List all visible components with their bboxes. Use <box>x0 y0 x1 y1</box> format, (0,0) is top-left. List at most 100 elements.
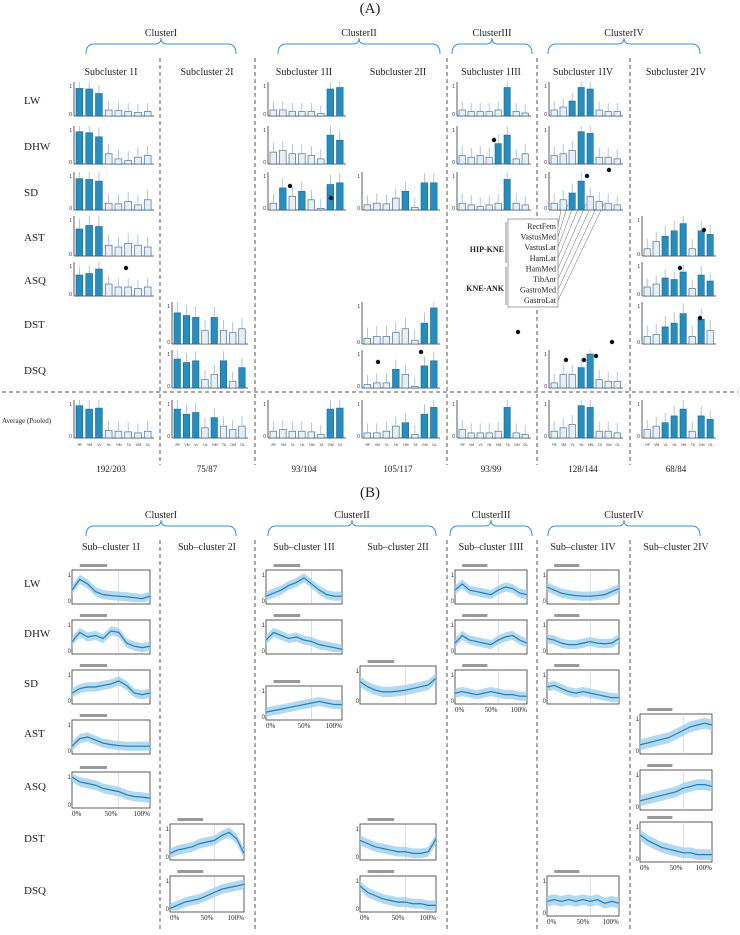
bar <box>550 155 558 165</box>
bar <box>326 88 334 117</box>
bar <box>613 432 621 439</box>
y-tick-label: 1 <box>263 174 266 180</box>
bar <box>382 203 390 211</box>
cluster-label-a: ClusterIII <box>473 28 512 39</box>
bar <box>201 379 209 389</box>
muscle-legend-connector <box>557 203 587 269</box>
bar <box>317 158 325 165</box>
bar-panel <box>641 400 716 439</box>
y-tick-label: 0 <box>357 206 360 212</box>
line-panel <box>265 680 343 721</box>
y-tick-label: 0 <box>451 599 455 605</box>
bar <box>697 274 705 297</box>
x-tick-label: 50% <box>105 810 118 818</box>
muscle-tick-label: VL <box>664 443 668 447</box>
muscle-tick-label: HM <box>116 443 122 447</box>
bar <box>401 328 409 345</box>
y-tick-label: 1 <box>544 352 547 358</box>
activation-bar <box>554 564 580 567</box>
bar <box>373 336 381 345</box>
cluster-label-b: ClusterII <box>334 510 370 521</box>
bar <box>229 429 237 439</box>
y-tick-label: 1 <box>263 84 266 90</box>
bar <box>104 244 113 257</box>
bar <box>559 106 567 117</box>
bar <box>279 150 287 165</box>
bar <box>604 111 612 117</box>
line-panel <box>546 870 620 917</box>
confidence-band <box>170 827 244 859</box>
y-tick-label: 0 <box>637 292 640 298</box>
muscle-tick-label: GL <box>432 443 437 447</box>
bar <box>336 87 344 117</box>
bar <box>114 430 123 439</box>
line-panel <box>639 708 713 755</box>
x-tick-label: 0% <box>266 722 276 730</box>
bar <box>521 153 529 165</box>
bar <box>586 88 594 117</box>
bar-panel <box>73 126 154 165</box>
y-tick-label: 1 <box>636 717 640 723</box>
y-tick-label: 1 <box>69 174 72 180</box>
bar <box>521 434 529 439</box>
line-panel <box>546 564 620 605</box>
confidence-band <box>266 573 342 601</box>
y-tick-label: 0 <box>451 649 455 655</box>
subcluster-count: 105/117 <box>383 464 413 474</box>
bar <box>85 273 93 297</box>
line-panel <box>454 664 528 705</box>
mean-line <box>169 883 245 910</box>
y-tick-label: 0 <box>68 599 72 605</box>
confidence-band <box>640 829 712 860</box>
y-tick-label: 0 <box>263 434 266 440</box>
muscle-tick-label: TA <box>222 443 227 447</box>
y-tick-label: 0 <box>263 206 266 212</box>
bar-panel <box>267 400 346 439</box>
bar <box>420 182 428 211</box>
bar-panel <box>548 400 623 439</box>
bar <box>373 382 381 389</box>
x-tick-label: 100% <box>696 864 713 872</box>
bar <box>279 187 287 211</box>
significance-dot <box>701 227 707 233</box>
activation-bar <box>647 764 673 767</box>
x-tick-label: 0% <box>640 864 650 872</box>
mean-line <box>71 736 150 747</box>
subcluster-count: 192/203 <box>96 464 126 474</box>
bar <box>679 313 687 345</box>
row-label-a: AST <box>24 232 45 244</box>
bar <box>326 408 334 439</box>
bar <box>336 407 344 439</box>
bar <box>670 415 678 439</box>
bar <box>143 430 152 439</box>
bar-panel <box>456 172 531 211</box>
muscle-tick-label: GM <box>230 443 236 447</box>
bar <box>134 204 142 211</box>
y-tick-label: 1 <box>68 623 72 629</box>
bar <box>192 317 200 345</box>
cluster-bracket <box>85 519 237 537</box>
cluster-bracket <box>267 519 437 537</box>
bar <box>298 191 306 211</box>
y-tick-label: 0 <box>543 911 547 917</box>
activation-bar <box>554 614 580 617</box>
bar <box>503 407 511 439</box>
bar <box>467 156 475 165</box>
y-tick-label: 0 <box>167 340 170 346</box>
cluster-bracket <box>547 519 701 537</box>
muscle-tick-label: TA <box>506 443 511 447</box>
bar <box>521 204 529 211</box>
bar <box>363 384 371 389</box>
y-tick-label: 1 <box>167 402 170 408</box>
bar <box>604 430 612 439</box>
line-panel <box>359 660 437 705</box>
x-tick-label: 0% <box>547 918 557 926</box>
bar <box>661 326 669 345</box>
bar <box>670 230 678 257</box>
significance-dot <box>606 167 612 173</box>
bar <box>219 360 228 389</box>
bar <box>95 268 103 297</box>
bar <box>269 151 277 165</box>
bar-panel <box>171 302 248 345</box>
bar-panel <box>171 350 248 389</box>
